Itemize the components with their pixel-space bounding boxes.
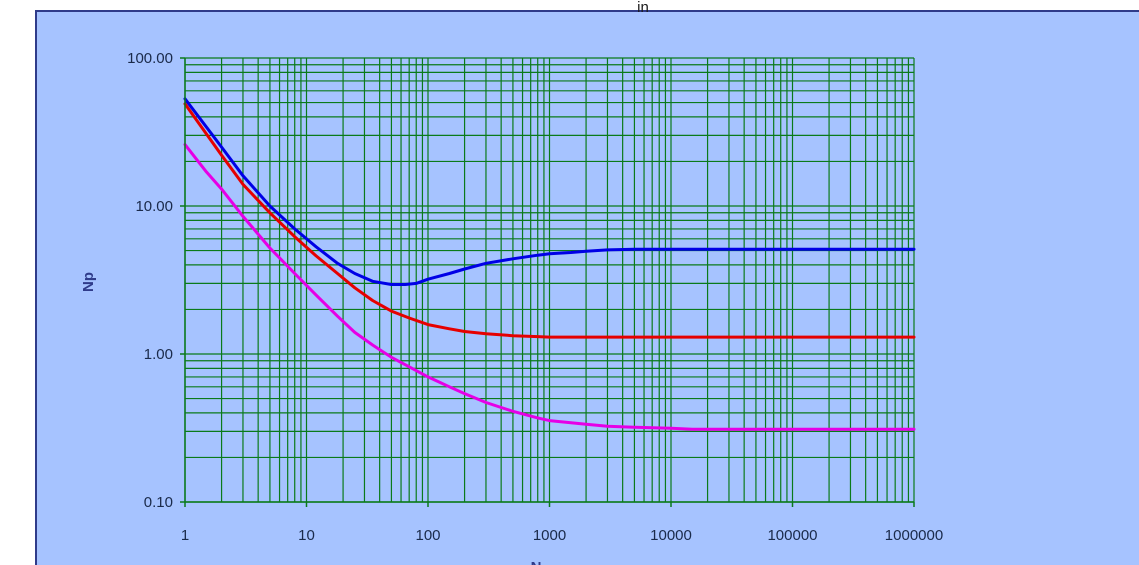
axes [180, 57, 915, 507]
series-line-3 [183, 143, 916, 431]
y-axis-label: Np [80, 272, 97, 292]
x-tick-label: 10000 [650, 527, 692, 544]
y-tick-label: 0.10 [144, 494, 173, 511]
series-lines [183, 97, 916, 431]
series-line-2 [183, 102, 916, 339]
y-tick-label: 10.00 [135, 198, 173, 215]
x-tick-label: 1000 [533, 527, 566, 544]
title-fragment: in [637, 0, 649, 16]
y-tick-label: 1.00 [144, 346, 173, 363]
y-tick-label: 100.00 [127, 50, 173, 67]
series-line-1 [183, 97, 916, 286]
x-tick-label: 100 [415, 527, 440, 544]
grid-lines [184, 57, 915, 503]
x-axis-label: N [531, 559, 542, 565]
x-tick-label: 1 [181, 527, 189, 544]
x-tick-label: 100000 [767, 527, 817, 544]
x-tick-label: 1000000 [885, 527, 943, 544]
tick-labels: 1 10 100 1000 10000 100000 1000000 0.10 1.00 10.0… [127, 50, 943, 544]
x-tick-label: 10 [298, 527, 315, 544]
